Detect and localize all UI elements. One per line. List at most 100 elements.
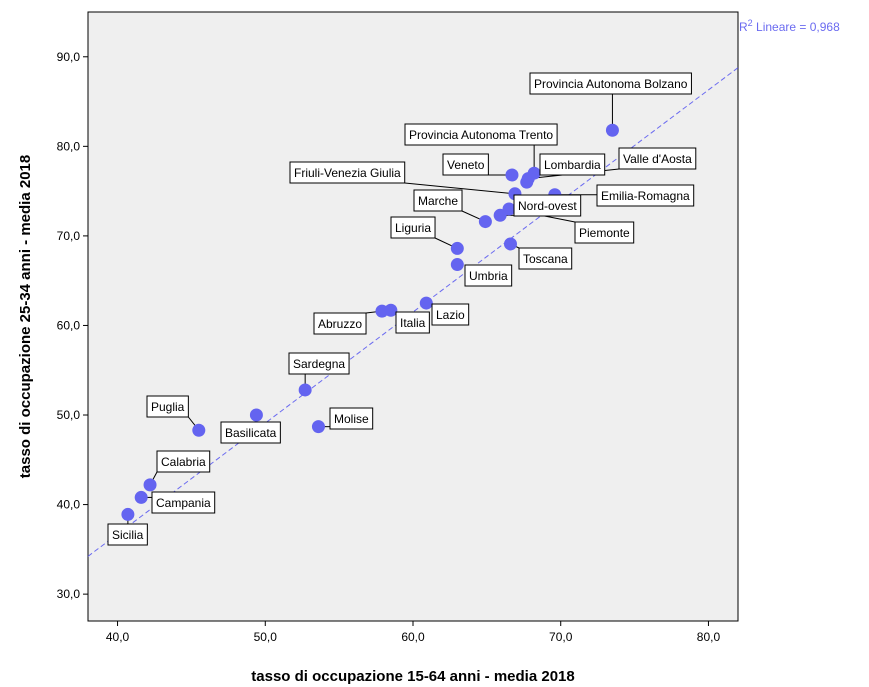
y-tick-label: 90,0 — [57, 50, 81, 64]
point-label-box — [618, 147, 697, 170]
data-point-veneto — [505, 168, 519, 182]
point-label-box — [151, 491, 216, 514]
point-label: Provincia Autonoma Bolzano — [529, 72, 692, 95]
r2-fit-label: R2 Lineare = 0,968 — [739, 18, 840, 34]
point-label: Provincia Autonoma Trento — [404, 123, 558, 146]
point-label: Friuli-Venezia Giulia — [289, 161, 406, 184]
point-label: Lazio — [431, 303, 470, 326]
x-tick-label: 70,0 — [549, 630, 573, 644]
point-label-text: Liguria — [395, 221, 431, 235]
point-label-box — [313, 312, 367, 335]
data-point-toscana — [504, 237, 517, 251]
point-label-text: Abruzzo — [318, 317, 362, 331]
data-point-puglia — [192, 423, 206, 437]
point-label-box — [529, 72, 692, 95]
point-label-text: Italia — [400, 316, 426, 330]
point-label: Sicilia — [107, 523, 148, 546]
data-point-molise — [311, 420, 325, 434]
point-label: Liguria — [390, 216, 436, 239]
y-tick-label: 40,0 — [57, 498, 81, 512]
point-label-box — [107, 523, 148, 546]
y-tick-label: 50,0 — [57, 408, 81, 422]
point-label-box — [518, 247, 573, 270]
point-label-box — [390, 216, 436, 239]
data-point-abruzzo — [375, 304, 389, 318]
point-label: Nord-ovest — [513, 194, 582, 217]
point-label-box — [288, 352, 350, 375]
x-tick-label: 60,0 — [401, 630, 425, 644]
x-tick-label: 80,0 — [697, 630, 721, 644]
point-label-box — [220, 421, 281, 444]
data-point-provincia-autonoma-bolzano — [605, 123, 619, 137]
point-label-text: Puglia — [151, 400, 185, 414]
point-label-box — [146, 395, 189, 418]
point-label-box — [431, 303, 470, 326]
point-label-text: Lazio — [436, 308, 465, 322]
point-label: Marche — [413, 189, 463, 212]
point-label: Molise — [329, 407, 374, 430]
data-point-marche — [478, 215, 492, 229]
point-label: Emilia-Romagna — [596, 184, 695, 207]
point-label-box — [289, 161, 406, 184]
point-label-box — [404, 123, 558, 146]
point-label-text: Valle d'Aosta — [623, 152, 692, 166]
point-label-text: Sardegna — [293, 357, 345, 371]
point-label-box — [395, 311, 430, 334]
point-label-box — [442, 153, 489, 176]
data-point-piemonte — [502, 202, 516, 216]
point-label-text: Provincia Autonoma Bolzano — [534, 77, 688, 91]
point-label-text: Toscana — [523, 252, 568, 266]
point-label-box — [329, 407, 374, 430]
r2-value: Lineare = 0,968 — [753, 20, 840, 34]
point-label-text: Veneto — [447, 158, 485, 172]
point-label-box — [513, 194, 582, 217]
point-label: Umbria — [464, 264, 513, 287]
data-point-basilicata — [249, 408, 263, 422]
point-label: Veneto — [442, 153, 489, 176]
point-label-box — [596, 184, 695, 207]
y-tick-label: 70,0 — [57, 229, 81, 243]
point-label-text: Nord-ovest — [518, 199, 577, 213]
point-label-text: Piemonte — [579, 226, 630, 240]
point-label-box — [464, 264, 513, 287]
point-label-text: Emilia-Romagna — [601, 189, 690, 203]
point-label: Calabria — [156, 450, 211, 473]
point-label-text: Marche — [418, 194, 458, 208]
y-axis-title: tasso di occupazione 25-34 anni - media … — [17, 155, 34, 478]
point-label: Lombardia — [539, 153, 606, 176]
point-label: Sardegna — [288, 352, 350, 375]
point-label-text: Basilicata — [225, 426, 277, 440]
point-label: Campania — [151, 491, 216, 514]
data-points — [121, 123, 619, 521]
point-label-text: Umbria — [469, 269, 508, 283]
point-label-box — [413, 189, 463, 212]
point-label-text: Campania — [156, 496, 211, 510]
point-label: Basilicata — [220, 421, 281, 444]
data-point-liguria — [450, 241, 464, 255]
r2-superscript: 2 — [748, 18, 753, 28]
point-label: Puglia — [146, 395, 189, 418]
data-point-umbria — [450, 258, 464, 272]
point-label-text: Provincia Autonoma Trento — [409, 128, 553, 142]
y-tick-label: 60,0 — [57, 318, 81, 332]
data-point-sardegna — [298, 383, 312, 397]
point-label-box — [539, 153, 606, 176]
axes: 40,0 50,0 60,0 70,0 80,0 30,0 40,0 50,0 60,0 70,0… — [57, 50, 721, 644]
y-tick-label: 80,0 — [57, 139, 81, 153]
x-tick-label: 40,0 — [106, 630, 130, 644]
x-axis-title: tasso di occupazione 15-64 anni - media … — [251, 668, 574, 685]
y-tick-label: 30,0 — [57, 587, 81, 601]
point-label-box — [156, 450, 211, 473]
data-point-lazio — [419, 296, 433, 310]
point-label: Abruzzo — [313, 312, 367, 335]
data-point-campania — [134, 490, 148, 504]
point-label: Italia — [395, 311, 430, 334]
point-label-text: Friuli-Venezia Giulia — [294, 166, 401, 180]
point-labels: Provincia Autonoma Bolzano Provincia Auto… — [107, 72, 697, 546]
data-point-valle-d-aosta — [521, 172, 535, 186]
point-label-text: Lombardia — [544, 158, 601, 172]
point-label-box — [574, 221, 635, 244]
leader-line — [404, 182, 515, 195]
point-label: Valle d'Aosta — [618, 147, 697, 170]
